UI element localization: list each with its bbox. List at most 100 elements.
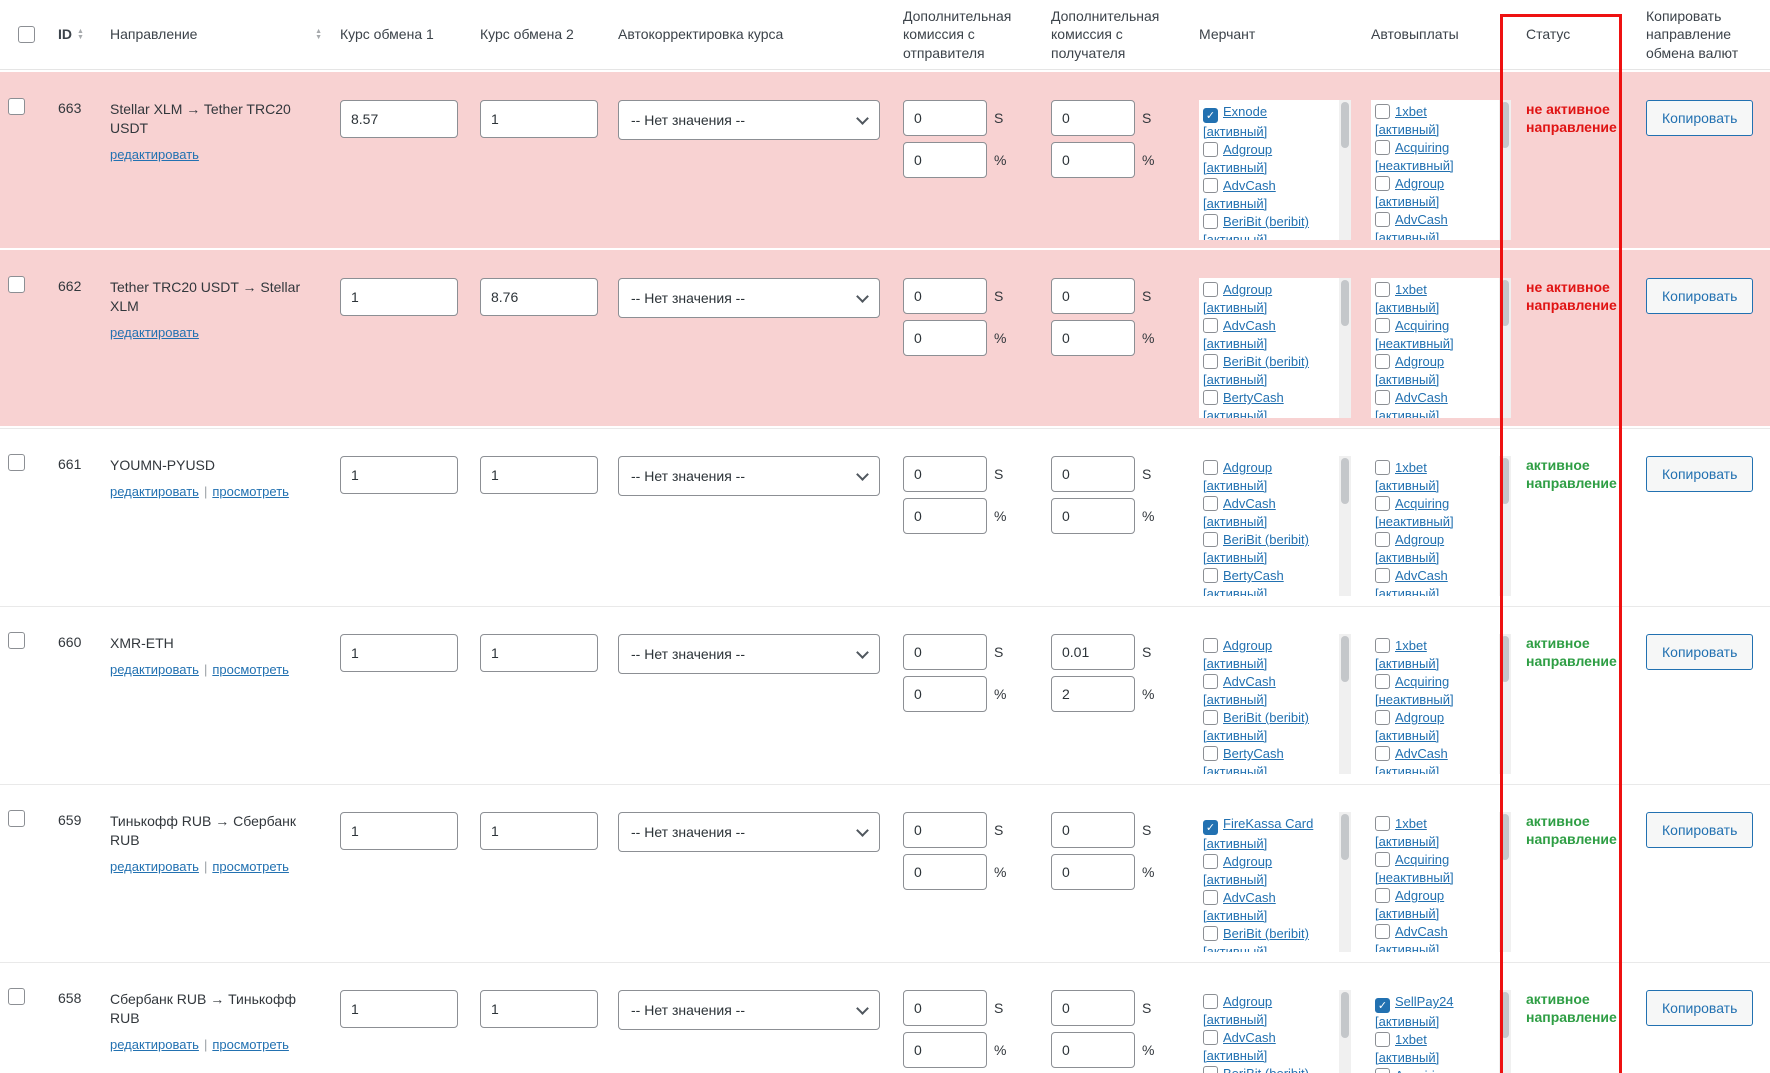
option-checkbox[interactable]: ✓ — [1203, 820, 1218, 835]
option-checkbox[interactable]: ✓ — [1375, 998, 1390, 1013]
row-checkbox[interactable] — [8, 988, 25, 1005]
fee-receiver-amount-input[interactable] — [1051, 456, 1135, 492]
option-checkbox[interactable] — [1375, 104, 1390, 119]
autocorrect-select[interactable]: -- Нет значения -- — [618, 812, 880, 852]
option-checkbox[interactable] — [1203, 282, 1218, 297]
option-link[interactable]: AdvCash [активный] — [1203, 496, 1333, 531]
option-checkbox[interactable] — [1375, 282, 1390, 297]
option-link[interactable]: Adgroup [активный] — [1375, 176, 1493, 211]
option-link[interactable]: 1xbet [активный] — [1375, 638, 1493, 673]
option-checkbox[interactable] — [1203, 1066, 1218, 1073]
option-link[interactable]: BertyCash [активный] — [1203, 746, 1333, 774]
option-link[interactable]: Acquiring [неактивный] — [1375, 852, 1493, 887]
scrollbar[interactable] — [1499, 634, 1511, 774]
fee-receiver-percent-input[interactable] — [1051, 854, 1135, 890]
rate1-input[interactable] — [340, 634, 458, 672]
option-link[interactable]: Acquiring [неактивный] — [1375, 496, 1493, 531]
option-link[interactable]: FireKassa Card [активный] — [1203, 816, 1333, 853]
option-checkbox[interactable] — [1203, 674, 1218, 689]
option-checkbox[interactable] — [1203, 638, 1218, 653]
rate2-input[interactable] — [480, 812, 598, 850]
option-checkbox[interactable] — [1375, 568, 1390, 583]
scrollbar[interactable] — [1499, 278, 1511, 418]
option-link[interactable]: Adgroup [активный] — [1375, 532, 1493, 567]
row-checkbox[interactable] — [8, 98, 25, 115]
fee-receiver-amount-input[interactable] — [1051, 278, 1135, 314]
col-header-id[interactable]: ID ▲ ▼ — [50, 25, 102, 43]
option-link[interactable]: Acquiring [неактивный] — [1375, 674, 1493, 709]
fee-receiver-amount-input[interactable] — [1051, 100, 1135, 136]
option-link[interactable]: BertyCash [активный] — [1203, 390, 1333, 418]
copy-button[interactable]: Копировать — [1646, 990, 1754, 1026]
option-checkbox[interactable] — [1375, 638, 1390, 653]
option-checkbox[interactable] — [1203, 390, 1218, 405]
option-checkbox[interactable] — [1203, 354, 1218, 369]
rate2-input[interactable] — [480, 456, 598, 494]
option-checkbox[interactable] — [1203, 994, 1218, 1009]
option-link[interactable]: Acquiring [неактивный] — [1375, 1068, 1493, 1073]
option-checkbox[interactable] — [1375, 710, 1390, 725]
option-link[interactable]: 1xbet [активный] — [1375, 282, 1493, 317]
option-checkbox[interactable] — [1203, 178, 1218, 193]
option-checkbox[interactable] — [1203, 1030, 1218, 1045]
scrollbar[interactable] — [1499, 812, 1511, 952]
row-checkbox[interactable] — [8, 276, 25, 293]
fee-sender-amount-input[interactable] — [903, 812, 987, 848]
view-link[interactable]: просмотреть — [212, 661, 289, 677]
option-link[interactable]: 1xbet [активный] — [1375, 104, 1493, 139]
scrollbar-thumb[interactable] — [1501, 458, 1509, 504]
scrollbar-thumb[interactable] — [1341, 280, 1349, 326]
option-checkbox[interactable] — [1375, 674, 1390, 689]
edit-link[interactable]: редактировать — [110, 858, 199, 874]
option-checkbox[interactable] — [1203, 460, 1218, 475]
option-link[interactable]: AdvCash [активный] — [1375, 390, 1493, 418]
option-link[interactable]: BeriBit (beribit) [активный] — [1203, 1066, 1333, 1073]
scrollbar[interactable] — [1339, 990, 1351, 1073]
option-link[interactable]: BeriBit (beribit) [активный] — [1203, 926, 1333, 952]
option-link[interactable]: Adgroup [активный] — [1375, 354, 1493, 389]
scrollbar-thumb[interactable] — [1501, 636, 1509, 682]
autocorrect-select[interactable]: -- Нет значения -- — [618, 456, 880, 496]
fee-receiver-percent-input[interactable] — [1051, 498, 1135, 534]
rate1-input[interactable] — [340, 456, 458, 494]
fee-receiver-percent-input[interactable] — [1051, 320, 1135, 356]
option-link[interactable]: BeriBit (beribit) [активный] — [1203, 532, 1333, 567]
option-checkbox[interactable] — [1375, 852, 1390, 867]
option-checkbox[interactable] — [1375, 212, 1390, 227]
fee-sender-amount-input[interactable] — [903, 634, 987, 670]
option-link[interactable]: 1xbet [активный] — [1375, 460, 1493, 495]
rate1-input[interactable] — [340, 990, 458, 1028]
rate2-input[interactable] — [480, 278, 598, 316]
fee-sender-amount-input[interactable] — [903, 990, 987, 1026]
view-link[interactable]: просмотреть — [212, 483, 289, 499]
option-checkbox[interactable] — [1375, 532, 1390, 547]
scrollbar-thumb[interactable] — [1341, 102, 1349, 148]
option-checkbox[interactable] — [1375, 140, 1390, 155]
rate1-input[interactable] — [340, 812, 458, 850]
rate2-input[interactable] — [480, 100, 598, 138]
copy-button[interactable]: Копировать — [1646, 100, 1754, 136]
option-link[interactable]: Adgroup [активный] — [1203, 854, 1333, 889]
option-checkbox[interactable] — [1203, 532, 1218, 547]
option-link[interactable]: Adgroup [активный] — [1375, 888, 1493, 923]
option-checkbox[interactable] — [1203, 746, 1218, 761]
option-link[interactable]: AdvCash [активный] — [1375, 568, 1493, 596]
option-link[interactable]: AdvCash [активный] — [1375, 212, 1493, 240]
fee-receiver-amount-input[interactable] — [1051, 812, 1135, 848]
option-link[interactable]: AdvCash [активный] — [1375, 924, 1493, 952]
copy-button[interactable]: Копировать — [1646, 278, 1754, 314]
autocorrect-select[interactable]: -- Нет значения -- — [618, 990, 880, 1030]
option-link[interactable]: AdvCash [активный] — [1203, 890, 1333, 925]
scrollbar[interactable] — [1339, 278, 1351, 418]
option-checkbox[interactable] — [1203, 568, 1218, 583]
scrollbar[interactable] — [1339, 456, 1351, 596]
option-checkbox[interactable] — [1375, 924, 1390, 939]
row-checkbox[interactable] — [8, 454, 25, 471]
option-link[interactable]: 1xbet [активный] — [1375, 1032, 1493, 1067]
option-link[interactable]: AdvCash [активный] — [1203, 178, 1333, 213]
option-checkbox[interactable] — [1375, 318, 1390, 333]
option-link[interactable]: SellPay24 [активный] — [1375, 994, 1493, 1031]
fee-sender-percent-input[interactable] — [903, 142, 987, 178]
scrollbar-thumb[interactable] — [1341, 458, 1349, 504]
option-checkbox[interactable] — [1375, 1068, 1390, 1073]
